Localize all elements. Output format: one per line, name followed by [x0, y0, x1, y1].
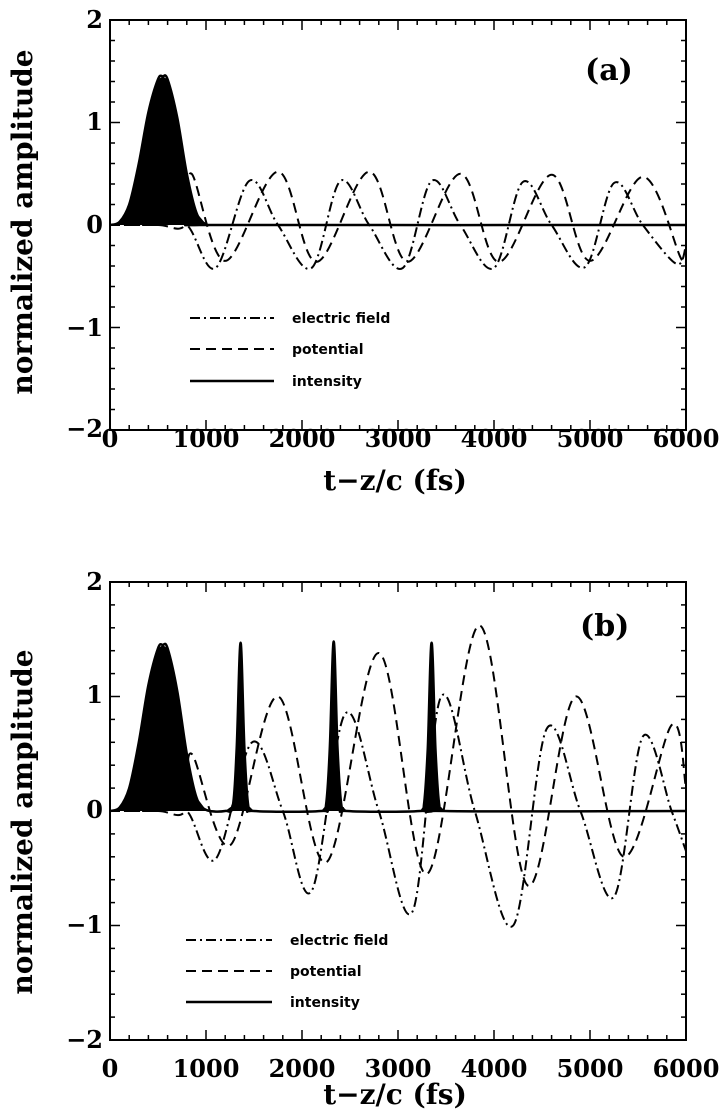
y-tick-label-b-1: −1 [66, 910, 103, 939]
x-tick-label-a-0: 0 [102, 424, 119, 453]
x-axis-title-b: t−z/c (fs) [323, 1078, 467, 1111]
x-tick-label-a-4: 4000 [461, 424, 528, 453]
y-tick-label-b-4: 2 [86, 567, 103, 596]
y-tick-label-a-0: −2 [66, 414, 103, 443]
y-axis-title-b: normalized amplitude [6, 649, 39, 994]
y-tick-label-b-0: −2 [66, 1025, 103, 1054]
series-fill-b-intensity [110, 641, 686, 811]
y-tick-label-a-3: 1 [86, 107, 103, 136]
x-tick-label-a-1: 1000 [173, 424, 240, 453]
y-axis-title-a: normalized amplitude [6, 49, 39, 394]
x-tick-label-b-4: 4000 [461, 1054, 528, 1083]
series-line-a-potential [110, 170, 686, 265]
x-tick-label-b-6: 6000 [653, 1054, 720, 1083]
legend-label-b-intensity: intensity [290, 995, 360, 1011]
y-tick-label-b-3: 1 [86, 680, 103, 709]
series-line-b-intensity [110, 640, 686, 814]
legend-label-a-potential: potential [292, 342, 364, 358]
plot-area-a [109, 19, 687, 431]
x-tick-label-a-2: 2000 [269, 424, 336, 453]
series-line-a-electric-field [110, 179, 686, 270]
x-tick-label-b-5: 5000 [557, 1054, 624, 1083]
plot-area-b [109, 581, 687, 1041]
chart-panel-b: (b) 0 1000 2000 3000 4000 5000 6000 −2 −… [6, 567, 719, 1111]
legend-label-a-electric-field: electric field [292, 311, 390, 327]
y-tick-label-b-2: 0 [86, 795, 103, 824]
legend-label-a-intensity: intensity [292, 374, 362, 390]
x-tick-label-b-1: 1000 [173, 1054, 240, 1083]
x-tick-label-a-5: 5000 [557, 424, 624, 453]
series-line-b-potential [110, 624, 686, 887]
panel-label-b: (b) [580, 609, 629, 644]
x-axis-title-a: t−z/c (fs) [323, 464, 467, 497]
series-line-b-electric-field [110, 693, 686, 928]
y-tick-label-a-4: 2 [86, 5, 103, 34]
series-line-a-intensity [110, 74, 686, 227]
legend-label-b-potential: potential [290, 964, 362, 980]
x-tick-label-b-3: 3000 [365, 1054, 432, 1083]
series-fill-a-intensity [110, 76, 686, 226]
x-tick-label-a-3: 3000 [365, 424, 432, 453]
chart-panel-a: (a) 0 1000 2000 3000 4000 5000 6000 −2 −… [6, 5, 719, 497]
panel-label-a: (a) [585, 53, 633, 88]
x-tick-label-b-2: 2000 [269, 1054, 336, 1083]
x-tick-label-b-0: 0 [102, 1054, 119, 1083]
y-tick-label-a-1: −1 [66, 313, 103, 342]
x-tick-label-a-6: 6000 [653, 424, 720, 453]
legend-label-b-electric-field: electric field [290, 933, 388, 949]
y-tick-label-a-2: 0 [86, 210, 103, 239]
